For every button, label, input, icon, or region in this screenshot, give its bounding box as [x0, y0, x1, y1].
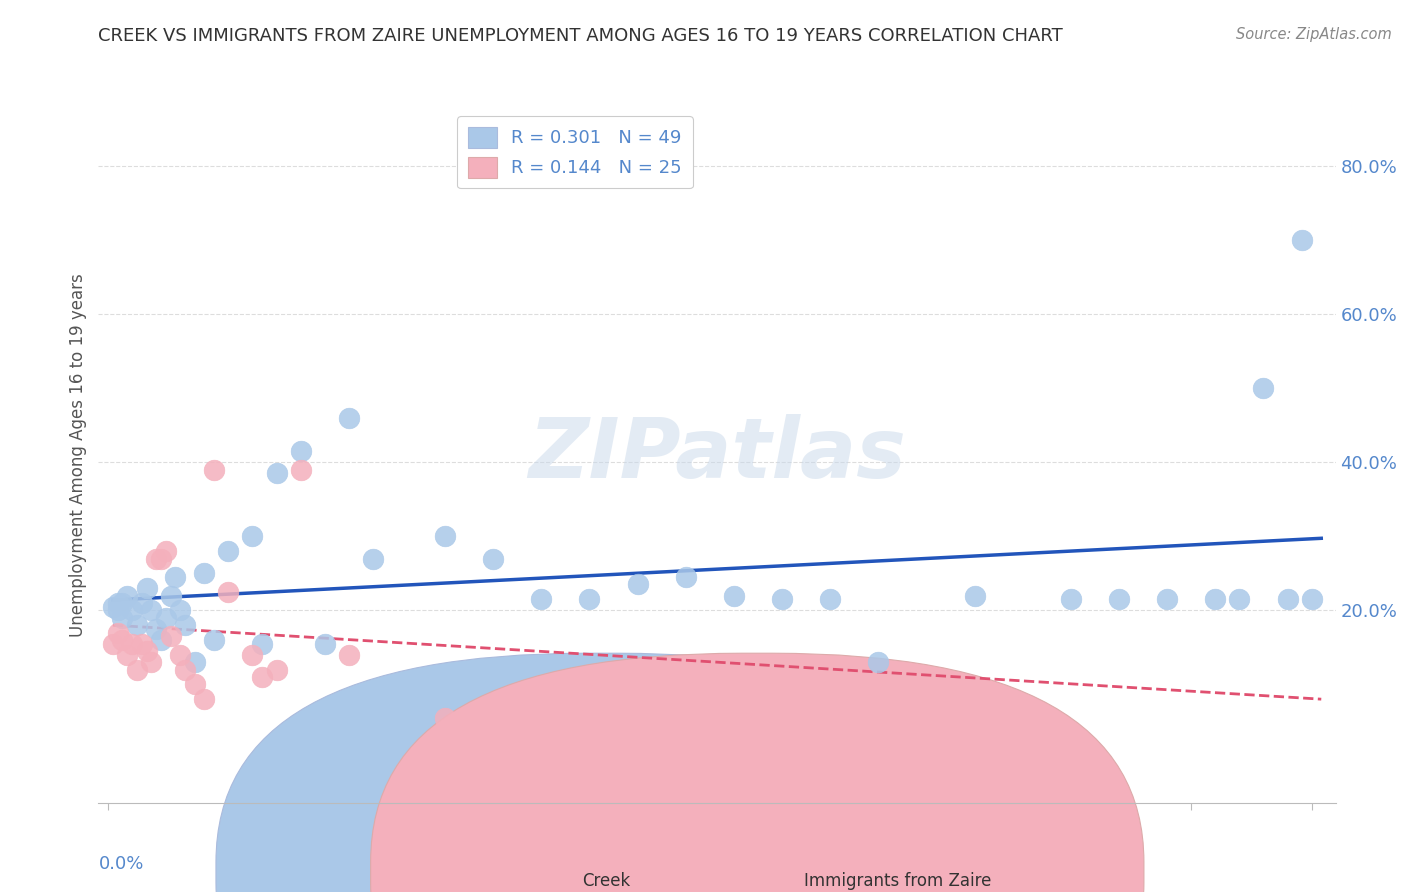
Point — [111, 632, 134, 647]
Text: Source: ZipAtlas.com: Source: ZipAtlas.com — [1236, 27, 1392, 42]
Point — [578, 592, 600, 607]
Point — [150, 551, 173, 566]
Point — [337, 411, 360, 425]
Point — [121, 637, 143, 651]
Point — [723, 589, 745, 603]
Text: 0.0%: 0.0% — [98, 855, 143, 873]
Point — [101, 599, 124, 614]
Point — [141, 655, 163, 669]
Point — [183, 655, 205, 669]
Point — [1229, 592, 1251, 607]
Point — [1301, 592, 1323, 607]
Point — [1060, 592, 1083, 607]
Point — [145, 551, 167, 566]
Point — [627, 577, 650, 591]
Y-axis label: Unemployment Among Ages 16 to 19 years: Unemployment Among Ages 16 to 19 years — [69, 273, 87, 637]
Point — [111, 596, 134, 610]
Point — [290, 444, 312, 458]
Text: CREEK VS IMMIGRANTS FROM ZAIRE UNEMPLOYMENT AMONG AGES 16 TO 19 YEARS CORRELATIO: CREEK VS IMMIGRANTS FROM ZAIRE UNEMPLOYM… — [98, 27, 1063, 45]
Point — [125, 618, 148, 632]
Point — [266, 663, 288, 677]
Point — [250, 670, 273, 684]
Point — [125, 663, 148, 677]
Point — [337, 648, 360, 662]
Point — [121, 603, 143, 617]
Point — [530, 592, 553, 607]
Point — [314, 637, 336, 651]
Point — [107, 596, 129, 610]
Point — [217, 585, 239, 599]
Point — [963, 589, 986, 603]
Point — [675, 570, 697, 584]
Point — [242, 648, 264, 662]
Point — [770, 592, 793, 607]
Point — [202, 463, 225, 477]
Point — [155, 611, 177, 625]
Point — [361, 551, 384, 566]
Point — [434, 529, 457, 543]
Text: Immigrants from Zaire: Immigrants from Zaire — [804, 872, 991, 890]
Point — [250, 637, 273, 651]
Point — [193, 692, 215, 706]
Point — [135, 581, 157, 595]
Point — [159, 589, 181, 603]
Point — [1277, 592, 1299, 607]
Point — [193, 566, 215, 581]
Text: Creek: Creek — [582, 872, 630, 890]
Point — [217, 544, 239, 558]
FancyBboxPatch shape — [217, 653, 990, 892]
Point — [868, 655, 890, 669]
Point — [141, 603, 163, 617]
Point — [290, 463, 312, 477]
Point — [1108, 592, 1130, 607]
Point — [131, 637, 153, 651]
Point — [107, 625, 129, 640]
Point — [131, 596, 153, 610]
Point — [1253, 381, 1275, 395]
Point — [1156, 592, 1178, 607]
Point — [159, 629, 181, 643]
Point — [169, 648, 191, 662]
Point — [165, 570, 187, 584]
Point — [107, 603, 129, 617]
Point — [117, 589, 139, 603]
Point — [202, 632, 225, 647]
Point — [135, 644, 157, 658]
Point — [242, 529, 264, 543]
Point — [117, 648, 139, 662]
Point — [434, 711, 457, 725]
Point — [266, 467, 288, 481]
Text: ZIPatlas: ZIPatlas — [529, 415, 905, 495]
Point — [1291, 233, 1313, 247]
Point — [101, 637, 124, 651]
Point — [174, 618, 197, 632]
Point — [155, 544, 177, 558]
Point — [111, 611, 134, 625]
FancyBboxPatch shape — [371, 653, 1144, 892]
Legend: R = 0.301   N = 49, R = 0.144   N = 25: R = 0.301 N = 49, R = 0.144 N = 25 — [457, 116, 693, 188]
Point — [818, 592, 841, 607]
Point — [183, 677, 205, 691]
Point — [174, 663, 197, 677]
Point — [482, 551, 505, 566]
Point — [150, 632, 173, 647]
Point — [145, 622, 167, 636]
Point — [169, 603, 191, 617]
Point — [1204, 592, 1226, 607]
